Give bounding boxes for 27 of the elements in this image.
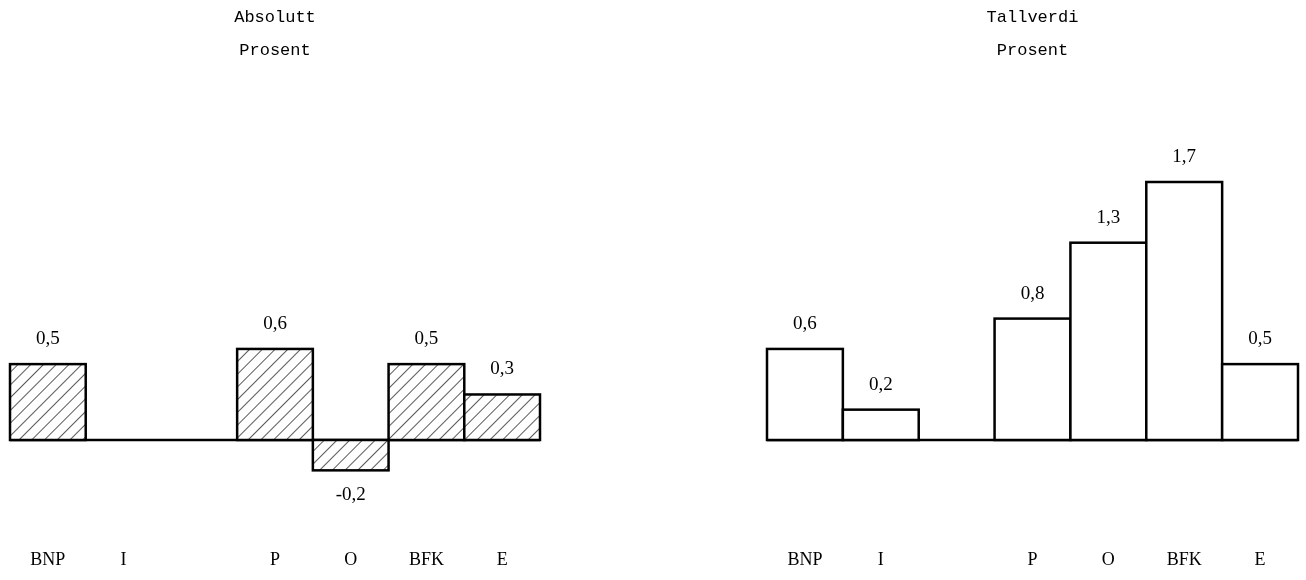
data-label: 0,2 — [868, 372, 893, 394]
x-tick-label: P — [1027, 549, 1038, 569]
data-label: 0,5 — [414, 327, 439, 349]
data-label: 0,6 — [793, 311, 817, 333]
data-label: 0,6 — [263, 311, 287, 333]
chart-subtitle: Prosent — [239, 41, 311, 60]
x-tick-label: E — [496, 549, 508, 569]
chart-title: Tallverdi — [986, 8, 1079, 27]
x-tick-label: BNP — [30, 549, 66, 569]
x-tick-label: BNP — [787, 549, 823, 569]
x-tick-label: BFK — [1166, 549, 1202, 569]
data-label: 0,8 — [1020, 281, 1045, 303]
data-label: 0,5 — [1248, 327, 1272, 349]
data-label: -0,2 — [335, 483, 366, 505]
data-label: 0,3 — [490, 357, 515, 379]
x-tick-label: BFK — [408, 549, 444, 569]
data-label: 1,7 — [1172, 145, 1197, 166]
x-tick-label: I — [877, 549, 884, 569]
x-tick-label: E — [1254, 549, 1266, 569]
data-label: 1,3 — [1096, 205, 1121, 227]
chart-subtitle: Prosent — [996, 41, 1069, 60]
data-label: 0,5 — [35, 327, 60, 349]
x-tick-label: P — [269, 549, 281, 569]
x-tick-label: I — [120, 549, 127, 569]
x-tick-label: O — [344, 549, 358, 569]
x-tick-label: O — [1101, 549, 1115, 569]
chart-title: Absolutt — [234, 8, 316, 27]
